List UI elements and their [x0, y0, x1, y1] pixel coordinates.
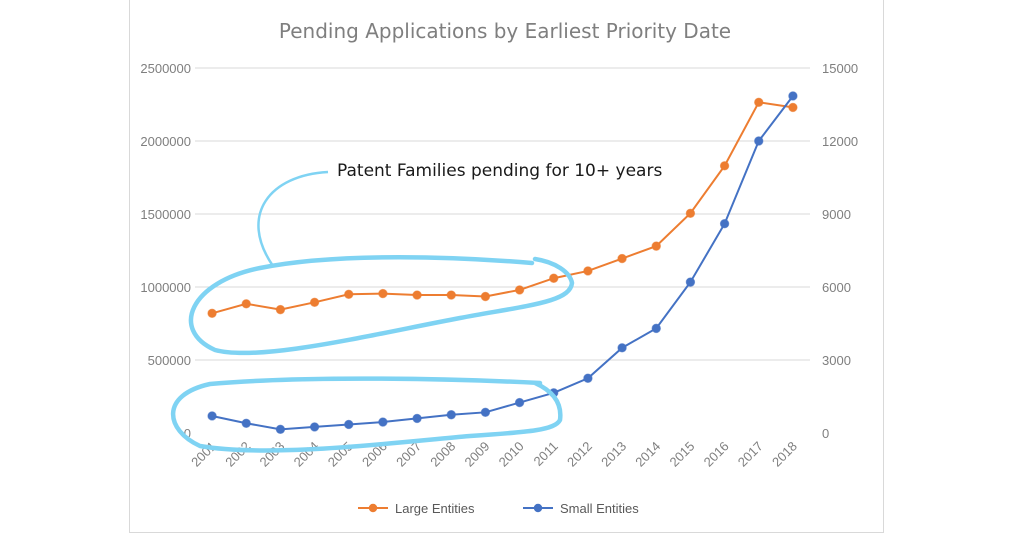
y-right-tick-label: 15000 [822, 61, 858, 76]
large-entities-point [514, 285, 525, 295]
small-entities-point [446, 410, 456, 420]
small-entities-point [275, 424, 286, 435]
large-entities-point [241, 299, 251, 309]
legend-small-entities-label: Small Entities [560, 501, 639, 516]
large-entities-point [754, 97, 764, 108]
x-tick-label: 2018 [769, 439, 800, 470]
small-entities-point [754, 136, 764, 146]
large-entities-point [549, 273, 559, 283]
chart-title: Pending Applications by Earliest Priorit… [279, 19, 731, 43]
highlight-loop-large [188, 255, 575, 356]
large-entities-point [719, 161, 730, 171]
small-entities-point [514, 397, 525, 408]
y-left-tick-label: 500000 [148, 353, 191, 368]
annotation: Patent Families pending for 10+ years [170, 161, 662, 453]
gridlines [195, 67, 810, 361]
x-tick-label: 2016 [701, 439, 732, 470]
large-entities-point [617, 253, 627, 264]
y-left-tick-label: 1000000 [140, 280, 191, 295]
y-left-tick-label: 2500000 [140, 61, 191, 76]
large-entities-point [207, 308, 217, 318]
x-tick-label: 2009 [461, 439, 492, 470]
line-chart: Pending Applications by Earliest Priorit… [140, 19, 858, 516]
x-tick-label: 2008 [427, 439, 458, 470]
small-entities-point [378, 417, 388, 427]
large-entities-point [344, 289, 354, 299]
x-tick-label: 2005 [325, 439, 356, 470]
x-tick-label: 2011 [530, 439, 560, 469]
small-entities-point [651, 323, 661, 334]
y-axis-right: 0 3000 6000 9000 12000 15000 [822, 61, 858, 441]
legend: Large Entities Small Entities [358, 501, 639, 516]
small-entities-point [309, 422, 320, 432]
large-entities-point [788, 102, 798, 113]
annotation-text: Patent Families pending for 10+ years [337, 161, 662, 181]
large-entities-point [446, 290, 456, 300]
small-entities-point [241, 418, 251, 428]
x-tick-label: 2015 [666, 439, 697, 470]
y-axis-left: 0 500000 1000000 1500000 2000000 2500000 [140, 61, 191, 441]
y-right-tick-label: 3000 [822, 353, 851, 368]
x-tick-label: 2002 [222, 439, 253, 470]
x-tick-label: 2012 [564, 439, 595, 470]
x-tick-label: 2014 [632, 439, 663, 470]
large-entities-point [275, 304, 286, 315]
small-entities-point [207, 411, 217, 421]
large-entities-line [211, 101, 794, 315]
y-right-tick-label: 0 [822, 426, 829, 441]
y-right-tick-label: 6000 [822, 280, 851, 295]
large-entities-point [480, 291, 491, 302]
small-entities-point [412, 413, 422, 424]
large-entities-point [583, 266, 593, 276]
large-entities-point [685, 208, 696, 218]
y-left-tick-label: 1500000 [140, 207, 191, 222]
legend-large-entities-marker [368, 503, 378, 513]
large-entities-point [412, 290, 422, 300]
highlight-loop-small [170, 376, 563, 453]
y-right-tick-label: 9000 [822, 207, 851, 222]
small-entities-point [719, 219, 730, 229]
large-entities-point [309, 297, 320, 308]
legend-small-entities-marker [533, 503, 543, 513]
x-tick-label: 2013 [598, 439, 629, 470]
callout-curve [257, 170, 329, 267]
y-left-tick-label: 2000000 [140, 134, 191, 149]
small-entities-point [583, 373, 593, 383]
y-right-tick-label: 12000 [822, 134, 858, 149]
small-entities-point [788, 91, 798, 101]
small-entities-point [617, 343, 627, 353]
x-tick-label: 2004 [291, 439, 322, 470]
small-entities-line [211, 95, 794, 431]
x-tick-label: 2017 [735, 439, 766, 470]
x-tick-label: 2003 [256, 439, 287, 470]
large-entities-point [651, 241, 661, 251]
small-entities-point [685, 277, 696, 287]
x-tick-label: 2010 [496, 439, 527, 470]
small-entities-point [480, 407, 491, 418]
large-entities-point [378, 288, 388, 299]
legend-large-entities-label: Large Entities [395, 501, 475, 516]
chart-frame: Pending Applications by Earliest Priorit… [129, 0, 884, 533]
x-axis: 2001 2002 2003 2004 2005 2006 2007 2008 2009 2010… [188, 439, 800, 470]
small-entities-point [344, 419, 354, 430]
series [207, 91, 798, 435]
y-left-tick-label: 0 [184, 426, 191, 441]
